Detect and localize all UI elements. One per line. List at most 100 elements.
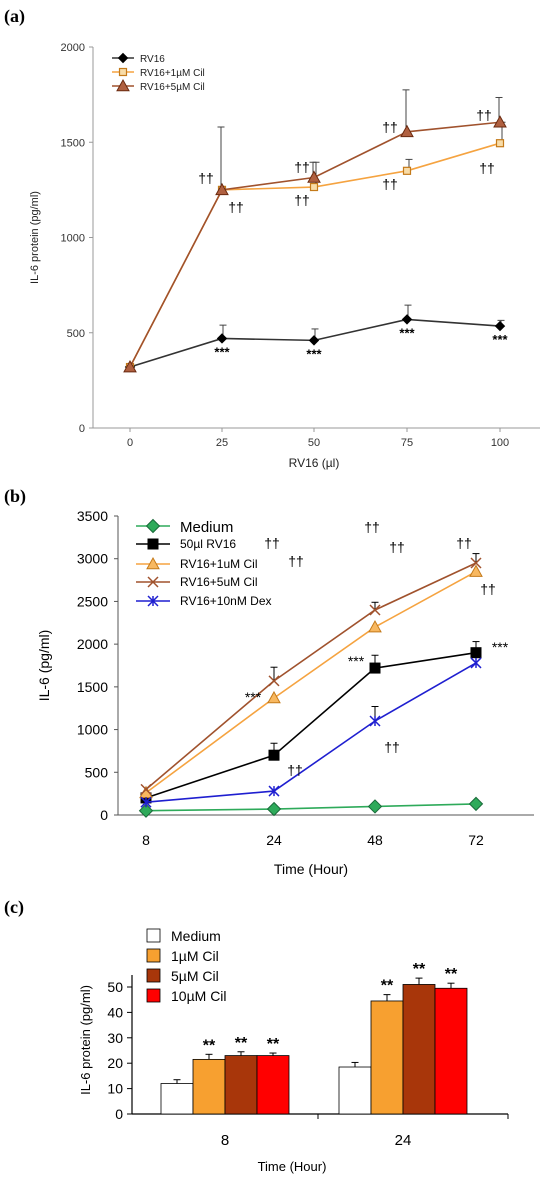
- significance-label: ††: [288, 553, 304, 569]
- series-2: ** **: [224, 961, 436, 1115]
- data-point: [470, 557, 482, 569]
- data-point: [468, 796, 484, 812]
- significance-label: ***: [399, 325, 415, 340]
- x-tick-label: 72: [468, 832, 484, 848]
- panel-b: (b) 0 500 1000 1500 2000 2500 3000 3500 8 24 48 72 Ti…: [4, 486, 534, 877]
- y-tick-label: 20: [107, 1055, 123, 1071]
- legend: Medium 1µM Cil 5µM Cil 10µM Cil: [146, 928, 227, 1004]
- legend-swatch-marker: [147, 538, 159, 550]
- significance-label: ***: [492, 332, 508, 347]
- series-2: [123, 89, 507, 373]
- panel-label-c: (c): [4, 897, 24, 918]
- data-point: [140, 783, 152, 795]
- data-point: [140, 796, 152, 808]
- legend-swatch: [146, 968, 161, 983]
- legend-label: 50µl RV16: [180, 537, 236, 551]
- x-tick-label: 24: [395, 1132, 412, 1149]
- y-tick-label: 0: [100, 807, 108, 823]
- data-point-stroke-2: [268, 675, 280, 687]
- data-point: [494, 320, 506, 332]
- series-line: [145, 570, 477, 794]
- series-3: [140, 553, 482, 795]
- series-2: [139, 564, 483, 799]
- x-tick-label: 25: [216, 437, 228, 449]
- data-point: [470, 657, 482, 669]
- data-point: [401, 314, 413, 325]
- series-1: [125, 121, 506, 372]
- legend-swatch: [146, 928, 161, 943]
- legend-label: RV16+5µM Cil: [140, 82, 205, 93]
- x-axis-title: Time (Hour): [258, 1159, 327, 1174]
- data-point: [216, 333, 228, 344]
- significance-label: ***: [245, 689, 262, 705]
- significance-label: ††: [198, 170, 214, 186]
- panel-label-b: (b): [4, 486, 26, 507]
- x-tick-label: 24: [266, 832, 282, 848]
- y-tick-label: 1000: [77, 722, 108, 738]
- y-tick-label: 2000: [61, 42, 85, 54]
- significance-label: ††: [287, 762, 303, 778]
- legend-swatch-marker: [116, 78, 130, 92]
- series-line: [145, 803, 477, 812]
- series-line: [145, 662, 477, 803]
- significance-label: **: [381, 978, 394, 995]
- significance-label: ††: [364, 519, 380, 535]
- bar: [370, 1000, 404, 1115]
- y-tick-label: 30: [107, 1030, 123, 1046]
- data-point: [307, 170, 321, 183]
- data-point: [268, 785, 280, 797]
- legend-swatch: [146, 948, 161, 963]
- bar: [402, 984, 436, 1115]
- legend-label: Medium: [180, 519, 233, 536]
- legend-label: RV16+1uM Cil: [180, 557, 257, 571]
- x-tick-label: 8: [221, 1132, 229, 1149]
- x-axis-title: Time (Hour): [274, 861, 348, 877]
- panel-label-a: (a): [4, 6, 25, 27]
- significance-label: **: [267, 1036, 280, 1053]
- bar: [434, 987, 468, 1115]
- significance-label: **: [413, 961, 426, 978]
- significance-label: ***: [214, 344, 230, 359]
- significance-label: **: [445, 966, 458, 983]
- bar: [160, 1083, 194, 1115]
- data-point: [368, 620, 382, 633]
- legend-label: RV16: [140, 54, 165, 65]
- bar: [338, 1066, 372, 1115]
- significance-label: ***: [348, 653, 365, 669]
- y-tick-label: 2500: [77, 593, 108, 609]
- data-point: [369, 604, 381, 616]
- data-point: [369, 662, 381, 674]
- data-point: [309, 182, 319, 192]
- y-tick-label: 40: [107, 1004, 123, 1020]
- significance-label: ††: [479, 160, 495, 176]
- y-tick-label: 1500: [61, 137, 85, 149]
- series-1: ** **: [192, 978, 404, 1115]
- y-tick-label: 1500: [77, 679, 108, 695]
- data-point-stroke-2: [369, 604, 381, 616]
- significance-label: ††: [228, 199, 244, 215]
- data-point-stroke-2: [140, 783, 152, 795]
- legend: RV16 RV16+1µM Cil RV16+5µM Cil: [112, 52, 205, 93]
- significance-label: ††: [476, 107, 492, 123]
- significance-label: ††: [384, 739, 400, 755]
- legend-label: 10µM Cil: [171, 988, 227, 1004]
- data-point: [266, 801, 282, 817]
- y-tick-label: 0: [79, 423, 85, 435]
- x-axis-title: RV16 (µl): [289, 456, 340, 470]
- legend-label: 5µM Cil: [171, 968, 219, 984]
- significance-label: ††: [456, 535, 472, 551]
- x-tick-label: 8: [142, 832, 150, 848]
- significance-label: ††: [382, 119, 398, 135]
- significance-label: ††: [480, 581, 496, 597]
- data-point: [400, 124, 414, 138]
- y-tick-label: 50: [107, 979, 123, 995]
- significance-label: ***: [492, 639, 509, 655]
- significance-label: **: [235, 1035, 248, 1052]
- bar: [224, 1055, 258, 1115]
- legend-label: Medium: [171, 928, 221, 944]
- legend-swatch-marker-stroke-2: [147, 576, 159, 588]
- data-point: [402, 166, 412, 175]
- data-point: [268, 675, 280, 687]
- x-tick-label: 100: [491, 437, 509, 449]
- series-4: [140, 653, 482, 808]
